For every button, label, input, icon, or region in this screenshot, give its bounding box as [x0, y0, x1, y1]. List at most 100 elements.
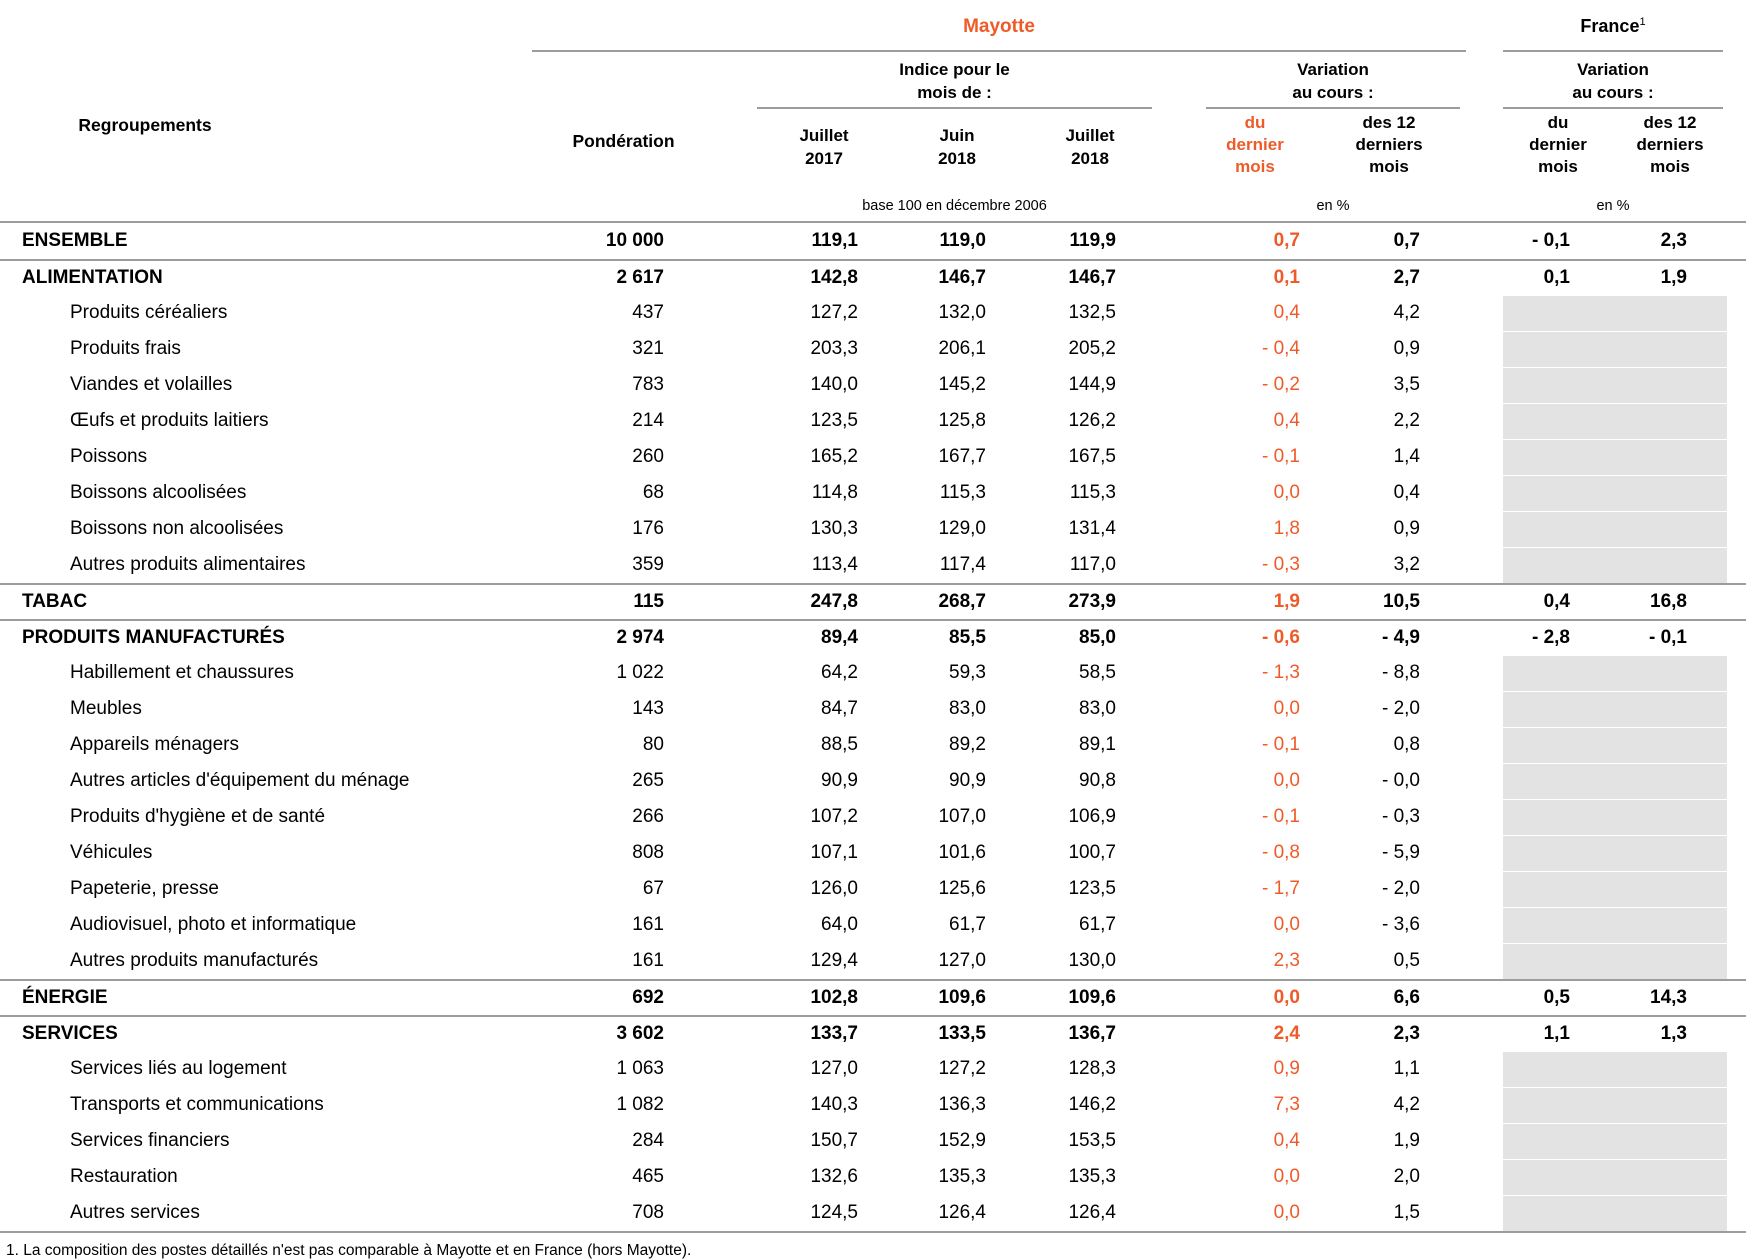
column-header-var-12-months-france: des 12 derniers mois	[1636, 113, 1704, 176]
cell-index-jul18: 106,9	[1068, 806, 1116, 827]
cell-edge	[1727, 585, 1746, 619]
row-label: Boissons alcoolisées	[70, 482, 247, 503]
table-row: Autres produits alimentaires 359 113,4 1…	[0, 547, 1746, 583]
cell-index-jul17: 130,3	[810, 518, 858, 539]
row-label: Autres produits manufacturés	[70, 950, 319, 971]
cell-edge	[1727, 331, 1746, 367]
cell-var-last-month: - 0,6	[1261, 627, 1300, 648]
cell-edge	[1727, 1051, 1746, 1087]
cell-edge	[1727, 511, 1746, 547]
cell-edge	[1727, 403, 1746, 439]
table-row: Boissons alcoolisées 68 114,8 115,3 115,…	[0, 475, 1746, 511]
cell-index-jul18: 115,3	[1069, 482, 1116, 503]
cell-index-jul18: 128,3	[1068, 1058, 1116, 1079]
cell-france-last-month	[1503, 727, 1613, 763]
table-row: Produits frais 321 203,3 206,1 205,2 - 0…	[0, 331, 1746, 367]
group-header-variation-mayotte: Variation au cours :	[1206, 58, 1460, 104]
cell-var-12-months: 1,5	[1393, 1202, 1420, 1223]
cell-france-last-month: - 2,8	[1531, 627, 1570, 648]
note-base-100: base 100 en décembre 2006	[862, 198, 1047, 214]
cell-index-jul17: 90,9	[821, 770, 858, 791]
cell-var-12-months: - 2,0	[1381, 878, 1420, 899]
cell-france-last-month	[1503, 943, 1613, 979]
cell-index-jul18: 273,9	[1068, 591, 1116, 612]
table-row: Restauration 465 132,6 135,3 135,3 0,0 2…	[0, 1159, 1746, 1195]
cell-index-jul18: 146,7	[1068, 267, 1116, 288]
cell-gap	[1466, 763, 1503, 799]
cell-ponderation: 176	[632, 518, 664, 539]
cell-france-12-months	[1613, 655, 1727, 691]
france-footnote-marker: 1	[1639, 16, 1646, 28]
cell-index-jul18: 123,5	[1068, 878, 1116, 899]
cell-france-last-month	[1503, 835, 1613, 871]
cell-ponderation: 2 617	[616, 267, 664, 288]
rule-under-mayotte	[532, 50, 1466, 52]
cell-var-last-month: - 1,3	[1261, 662, 1300, 683]
cell-var-12-months: 0,8	[1393, 734, 1420, 755]
cell-gap	[1466, 655, 1503, 691]
cell-france-12-months	[1613, 907, 1727, 943]
cell-var-12-months: 2,3	[1393, 1023, 1420, 1044]
row-label: Véhicules	[70, 842, 153, 863]
cell-var-12-months: 3,2	[1393, 554, 1420, 575]
cell-france-last-month	[1503, 907, 1613, 943]
cell-france-last-month	[1503, 871, 1613, 907]
cell-france-last-month: 0,5	[1543, 987, 1570, 1008]
cell-france-12-months	[1613, 439, 1727, 475]
cell-edge	[1727, 943, 1746, 979]
row-label: Autres articles d'équipement du ménage	[70, 770, 410, 791]
cell-index-jun18: 119,0	[939, 230, 987, 251]
cell-index-jun18: 145,2	[938, 374, 986, 395]
cell-france-last-month	[1503, 331, 1613, 367]
cell-index-jul18: 130,0	[1068, 950, 1116, 971]
cell-edge	[1727, 439, 1746, 475]
cell-index-jul17: 140,3	[810, 1094, 858, 1115]
cell-var-12-months: 0,4	[1393, 482, 1420, 503]
table-row: Produits d'hygiène et de santé 266 107,2…	[0, 799, 1746, 835]
cell-index-jul18: 89,1	[1079, 734, 1116, 755]
cell-gap	[1466, 871, 1503, 907]
table-row: Autres produits manufacturés 161 129,4 1…	[0, 943, 1746, 979]
cell-edge	[1727, 981, 1746, 1015]
cell-ponderation: 2 974	[616, 627, 664, 648]
cell-ponderation: 266	[632, 806, 664, 827]
rule-under-variation-france	[1503, 107, 1723, 109]
cell-france-12-months: 2,3	[1660, 230, 1687, 251]
row-label: Meubles	[70, 698, 142, 719]
cell-index-jul18: 100,7	[1068, 842, 1116, 863]
cell-france-12-months: 14,3	[1650, 987, 1687, 1008]
row-label: Transports et communications	[70, 1094, 324, 1115]
table-row: ENSEMBLE 10 000 119,1 119,0 119,9 0,7 0,…	[0, 223, 1746, 259]
cell-index-jul17: 64,0	[821, 914, 858, 935]
cell-index-jul18: 58,5	[1079, 662, 1116, 683]
cell-index-jun18: 125,6	[938, 878, 986, 899]
table-row: Boissons non alcoolisées 176 130,3 129,0…	[0, 511, 1746, 547]
cell-var-12-months: 0,9	[1393, 338, 1420, 359]
cell-france-12-months	[1613, 547, 1727, 583]
cell-var-last-month: 0,0	[1273, 1202, 1300, 1223]
cell-ponderation: 1 022	[616, 662, 664, 683]
cell-index-jun18: 85,5	[949, 627, 986, 648]
cell-var-last-month: - 1,7	[1261, 878, 1300, 899]
cell-var-12-months: - 4,9	[1381, 627, 1420, 648]
cell-var-last-month: 2,4	[1273, 1023, 1300, 1044]
cell-ponderation: 265	[632, 770, 664, 791]
cell-gap	[1466, 907, 1503, 943]
table-row: Viandes et volailles 783 140,0 145,2 144…	[0, 367, 1746, 403]
cell-index-jun18: 268,7	[938, 591, 986, 612]
column-header-juillet-2017: Juillet 2017	[799, 126, 849, 168]
cell-var-12-months: 2,2	[1393, 410, 1420, 431]
cell-index-jun18: 126,4	[938, 1202, 986, 1223]
cell-gap	[1466, 475, 1503, 511]
cell-gap	[1466, 1017, 1503, 1051]
cell-index-jul17: 140,0	[810, 374, 858, 395]
cell-var-last-month: 0,0	[1273, 914, 1300, 935]
cell-index-jul17: 247,8	[810, 591, 858, 612]
cell-ponderation: 80	[642, 734, 664, 755]
column-header-juillet-2018: Juillet 2018	[1065, 126, 1115, 168]
row-label: Poissons	[70, 446, 148, 467]
cell-var-12-months: - 0,3	[1381, 806, 1420, 827]
cell-france-12-months	[1613, 1159, 1727, 1195]
column-header-var-last-month-france: du dernier mois	[1529, 113, 1587, 176]
table-row: Autres services 708 124,5 126,4 126,4 0,…	[0, 1195, 1746, 1231]
